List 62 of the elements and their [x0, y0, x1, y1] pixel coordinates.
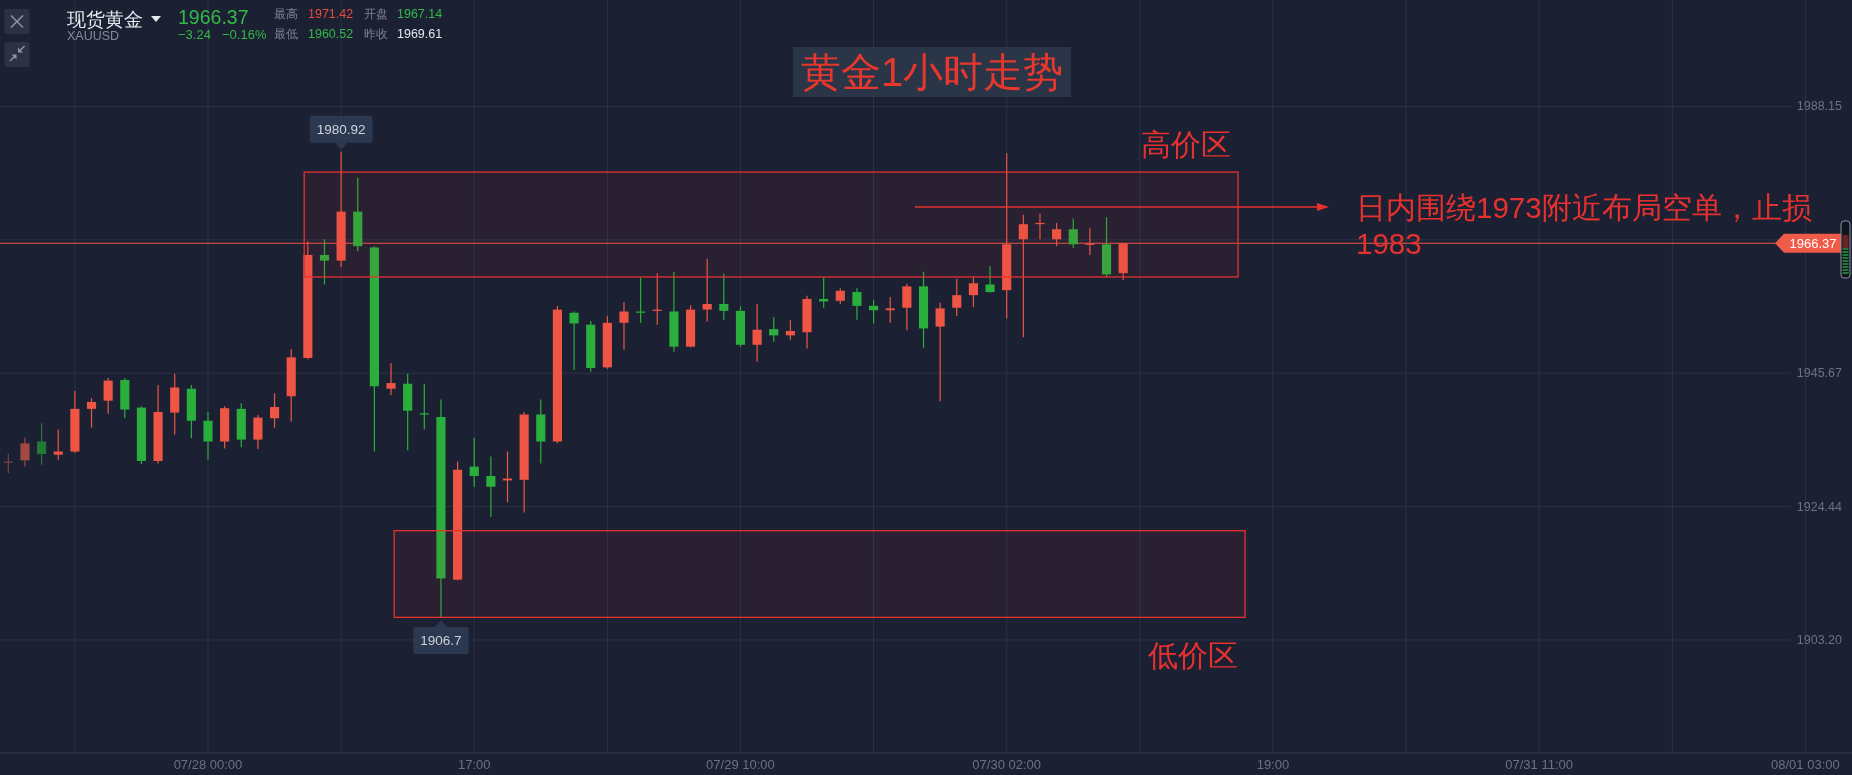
x-tick-label: 07/31 11:00	[1505, 756, 1574, 772]
candlestick	[1035, 212, 1045, 240]
annotation: XAUUSD	[67, 29, 120, 43]
candlestick	[935, 302, 945, 402]
x-tick-label: 08/01 03:00	[1771, 756, 1840, 772]
candlestick	[702, 258, 712, 323]
candlestick	[952, 278, 962, 317]
annotation: 1980.92	[316, 121, 366, 137]
y-tick-label: 1945.67	[1796, 366, 1843, 381]
candlestick	[486, 455, 496, 518]
annotation: 1960.52	[308, 27, 354, 41]
y-tick-label: 1988.15	[1796, 99, 1843, 114]
y-tick-label: 1924.44	[1796, 499, 1843, 514]
candlestick	[619, 301, 629, 351]
x-tick-label: 07/28 00:00	[173, 756, 243, 772]
x-tick-label: 19:00	[1256, 756, 1290, 772]
candlestick	[985, 265, 995, 294]
candlestick	[852, 287, 862, 321]
annotation: 现货黄金	[67, 8, 143, 30]
candlestick	[869, 299, 879, 325]
candlestick	[885, 296, 895, 324]
candlestick	[103, 377, 113, 415]
annotation: 1971.42	[308, 7, 354, 21]
annotation: 1906.7	[413, 619, 469, 654]
ref-line-label: 1966.37	[1789, 235, 1837, 251]
annotation: 最低	[274, 27, 298, 41]
candlestick	[1068, 217, 1078, 249]
annotation: −3.24	[178, 26, 211, 42]
candlestick	[469, 437, 479, 488]
candlestick	[253, 414, 263, 450]
annotation: 1967.14	[397, 7, 443, 21]
candlestick	[968, 276, 978, 308]
x-tick-label: 17:00	[457, 756, 491, 772]
annotation: −0.16%	[222, 26, 267, 42]
annotation: 开盘	[364, 7, 388, 21]
candlestick	[902, 283, 912, 331]
candlestick	[20, 437, 30, 468]
candlestick	[636, 276, 646, 324]
band-label: 低价区	[1148, 638, 1239, 672]
x-tick-label: 07/29 10:00	[706, 756, 775, 772]
y-tick-label: 1903.20	[1796, 632, 1843, 647]
candlestick	[719, 273, 729, 321]
candlestick	[386, 362, 396, 396]
candlestick	[785, 319, 795, 341]
candlestick	[53, 428, 63, 461]
annotation: 1966.37	[178, 6, 249, 28]
candlestick	[769, 316, 779, 343]
title: 黄金1小时走势	[792, 47, 1072, 97]
candlestick	[269, 392, 280, 429]
annotation: 1906.7	[420, 632, 462, 648]
candlestick	[752, 303, 762, 363]
annotation: 日内围绕1973附近布局空单，止损	[1356, 190, 1812, 224]
candlestick	[569, 310, 579, 371]
x-tick-label: 07/30 02:00	[972, 756, 1042, 772]
candlestick	[37, 422, 47, 466]
candlestick	[86, 397, 97, 429]
annotation: 最高	[274, 7, 298, 21]
band-label: 高价区	[1141, 127, 1232, 161]
annotation: 1969.61	[397, 27, 443, 41]
candlestick	[203, 411, 213, 461]
candlestick	[319, 238, 330, 286]
annotation: 昨收	[364, 27, 388, 41]
